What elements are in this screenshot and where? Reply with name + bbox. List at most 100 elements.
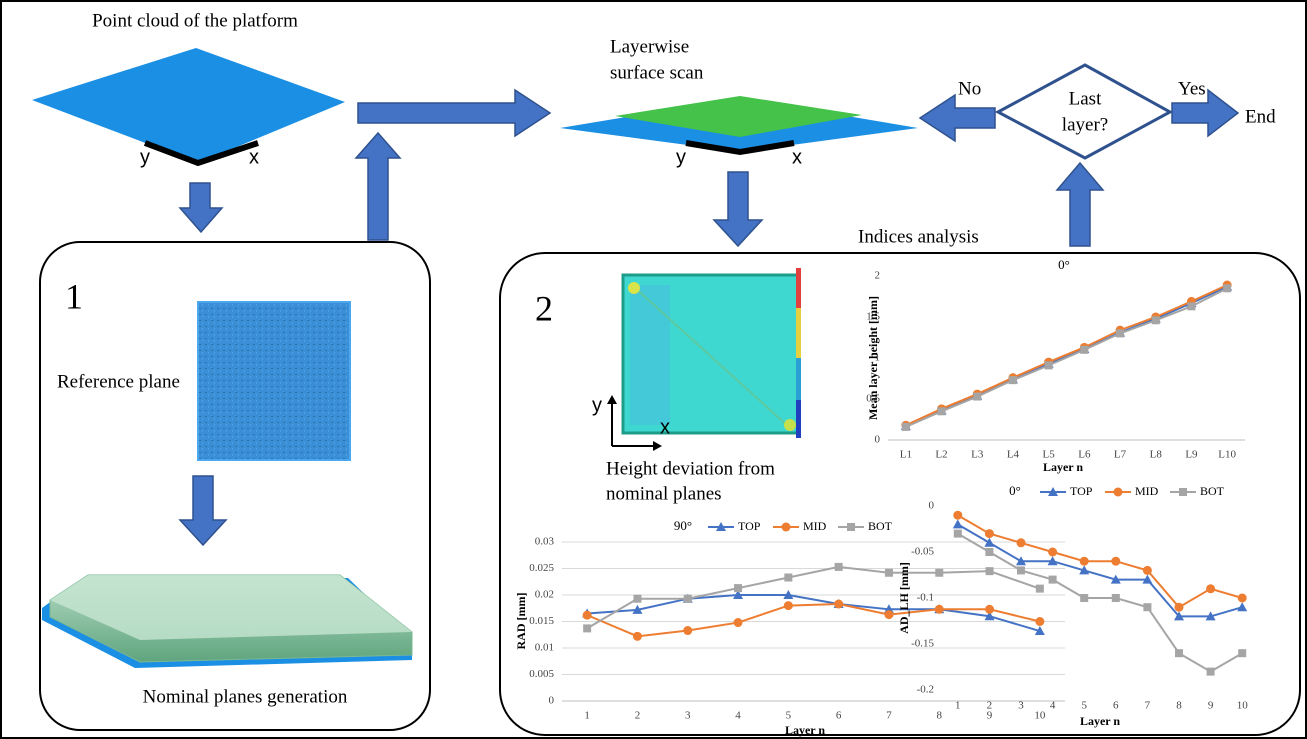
marker [834, 600, 843, 609]
x-tick-label: 10 [1034, 710, 1046, 722]
y-axis-label: RAD [mm] [514, 593, 528, 650]
chart-title: 0° [1058, 257, 1070, 272]
marker [1175, 603, 1184, 612]
label: Height deviation from [606, 458, 775, 479]
axis-label: x [792, 146, 802, 168]
marker [986, 567, 994, 575]
marker [1045, 361, 1053, 369]
x-tick-label: 6 [836, 710, 842, 722]
x-tick-label: L4 [1007, 449, 1020, 461]
marker [1112, 594, 1120, 602]
x-tick-label: L5 [1043, 449, 1056, 461]
legend-label: BOT [868, 519, 893, 533]
marker [1080, 557, 1089, 566]
axis-label: y [592, 394, 602, 416]
marker [1080, 346, 1088, 354]
legend-label: MID [1135, 484, 1159, 498]
y-tick-label: 0 [875, 434, 881, 446]
x-tick-label: 10 [1237, 700, 1249, 712]
y-tick-label: -0.05 [911, 546, 934, 558]
x-tick-label: 8 [1176, 700, 1182, 712]
marker [953, 519, 963, 528]
x-tick-label: 7 [1145, 700, 1151, 712]
marker [1143, 566, 1152, 575]
marker [684, 595, 692, 603]
series-line [587, 604, 1040, 636]
y-tick-label: 0 [929, 500, 935, 512]
marker [1152, 316, 1160, 324]
series-line [587, 595, 1040, 631]
label: Indices analysis [858, 226, 979, 247]
x-tick-label: 3 [685, 710, 691, 722]
reference-image [198, 302, 350, 460]
axis-label: y [676, 146, 686, 168]
y-tick-label: 0.005 [529, 668, 554, 680]
marker [1080, 594, 1088, 602]
marker [1048, 548, 1057, 557]
label: surface scan [610, 62, 704, 83]
marker [784, 601, 793, 610]
marker [1049, 576, 1057, 584]
marker [1017, 538, 1026, 547]
x-tick-label: 5 [1081, 700, 1087, 712]
x-axis-label: Layer n [1043, 460, 1083, 474]
x-tick-label: 4 [735, 710, 741, 722]
label: layer? [1062, 114, 1108, 135]
y-tick-label: 0.015 [529, 615, 554, 627]
marker [633, 632, 642, 641]
legend-label: BOT [1200, 484, 1225, 498]
label: Nominal planes generation [143, 686, 348, 707]
x-tick-label: L2 [935, 449, 947, 461]
chart-title: 0° [1009, 483, 1021, 498]
marker [985, 529, 994, 538]
y-axis-label: AD_LH [mm] [897, 562, 911, 634]
y-tick-label: -0.2 [917, 684, 934, 696]
marker [884, 610, 893, 619]
nominal-planes [42, 575, 412, 668]
x-tick-label: L1 [900, 449, 912, 461]
series-line [958, 515, 1242, 607]
label: nominal planes [606, 483, 722, 504]
diagram: Point cloud of the platform y x Layerwis… [0, 0, 1307, 739]
x-tick-label: L9 [1185, 449, 1198, 461]
marker [973, 393, 981, 401]
y-tick-label: 0.03 [535, 536, 555, 548]
marker [885, 569, 893, 577]
panel-number: 1 [65, 276, 83, 316]
x-tick-label: L6 [1078, 449, 1091, 461]
x-tick-label: 2 [635, 710, 641, 722]
x-tick-label: L10 [1218, 449, 1236, 461]
y-axis-label: Mean layer height [mm] [866, 296, 880, 420]
y-tick-label: 0 [549, 695, 555, 707]
x-tick-label: L8 [1150, 449, 1163, 461]
marker [1237, 602, 1247, 611]
legend-marker [847, 523, 855, 531]
marker [1116, 329, 1124, 337]
label: Reference plane [57, 371, 180, 392]
marker [1017, 566, 1025, 574]
y-tick-label: -0.1 [917, 592, 934, 604]
axis-label: x [660, 416, 670, 438]
decision [998, 65, 1170, 158]
y-tick-label: 0.02 [535, 589, 554, 601]
marker [784, 574, 792, 582]
marker [1111, 557, 1120, 566]
marker [1207, 668, 1215, 676]
marker [985, 548, 993, 556]
x-tick-label: 7 [886, 710, 892, 722]
y-tick-label: 0.025 [529, 562, 554, 574]
legend-label: TOP [738, 519, 761, 533]
x-tick-label: 6 [1113, 700, 1119, 712]
x-tick-label: 5 [786, 710, 792, 722]
marker [583, 611, 592, 620]
marker [734, 584, 742, 592]
marker [1009, 376, 1017, 384]
x-tick-label: 4 [1050, 700, 1056, 712]
x-tick-label: L3 [971, 449, 984, 461]
y-tick-label: -0.15 [911, 638, 934, 650]
label: Yes [1178, 78, 1206, 99]
marker [1036, 585, 1044, 593]
marker [1223, 284, 1231, 292]
marker [1035, 617, 1044, 626]
label: End [1245, 106, 1276, 127]
